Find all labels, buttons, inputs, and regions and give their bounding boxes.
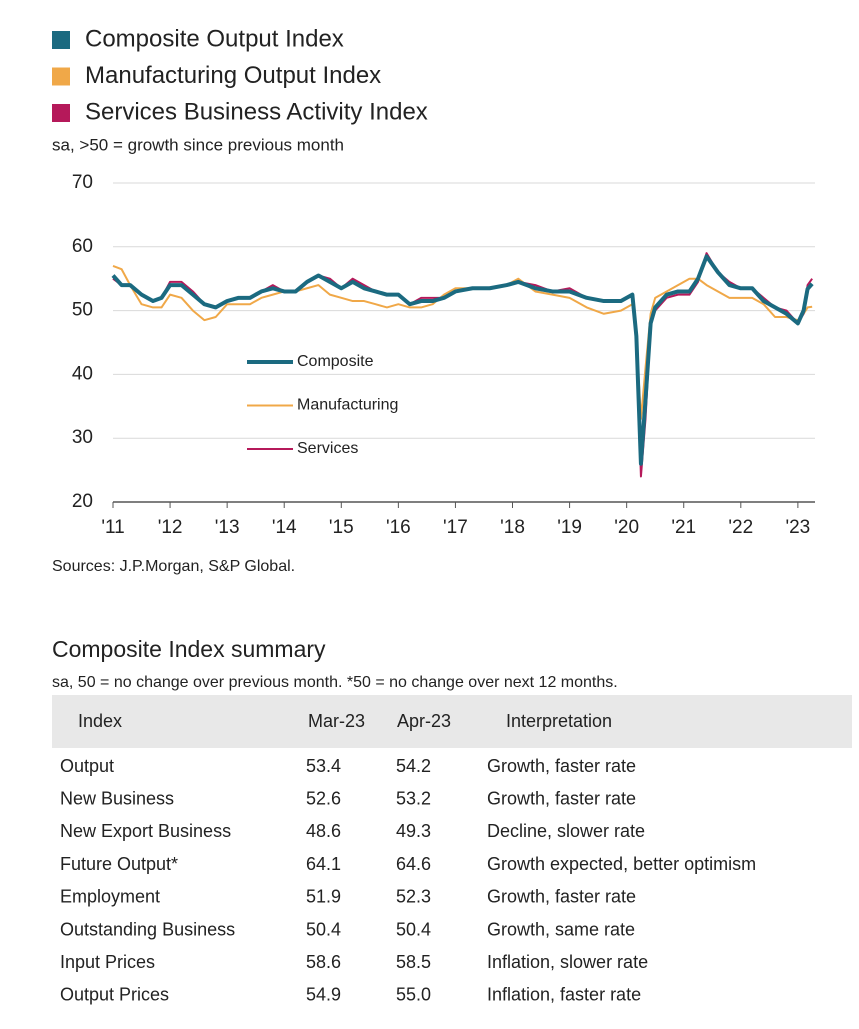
table-subtitle: sa, 50 = no change over previous month. … — [52, 674, 618, 691]
table-cell: 55.0 — [396, 985, 431, 1005]
y-tick-label: 50 — [72, 300, 93, 321]
x-tick-label: '23 — [785, 517, 810, 538]
table-cell: 50.4 — [396, 919, 431, 939]
legend-label: Services Business Activity Index — [85, 98, 428, 125]
table-cell: New Export Business — [60, 821, 231, 841]
legend-label: Manufacturing — [297, 397, 398, 414]
table-cell: Growth, faster rate — [487, 756, 636, 776]
x-tick-label: '22 — [728, 517, 753, 538]
table-cell: Growth, same rate — [487, 919, 635, 939]
series-line — [111, 254, 814, 466]
legend-swatch — [52, 104, 70, 122]
x-tick-label: '16 — [386, 517, 411, 538]
table-cell: 58.6 — [306, 952, 341, 972]
series-line — [112, 252, 813, 478]
table-cell: Inflation, faster rate — [487, 985, 641, 1005]
y-tick-label: 30 — [72, 427, 93, 448]
x-tick-label: '18 — [500, 517, 525, 538]
table-cell: Inflation, slower rate — [487, 952, 648, 972]
legend-label: Manufacturing Output Index — [85, 62, 381, 89]
x-tick-label: '20 — [614, 517, 639, 538]
table-header-band — [52, 695, 852, 748]
table-title: Composite Index summary — [52, 636, 326, 662]
table-cell: 50.4 — [306, 919, 341, 939]
legend-label: Services — [297, 440, 358, 457]
y-tick-label: 20 — [72, 491, 93, 512]
table-cell: 64.6 — [396, 854, 431, 874]
table-cell: Growth, faster rate — [487, 788, 636, 808]
table-cell: Decline, slower rate — [487, 821, 645, 841]
table-cell: 53.2 — [396, 788, 431, 808]
table-cell: 64.1 — [306, 854, 341, 874]
y-tick-label: 60 — [72, 236, 93, 257]
table-cell: 54.2 — [396, 756, 431, 776]
legend-swatch — [52, 31, 70, 49]
x-tick-label: '19 — [557, 517, 582, 538]
source: Sources: J.P.Morgan, S&P Global. — [52, 558, 295, 575]
y-tick-label: 40 — [72, 363, 93, 384]
x-tick-label: '15 — [329, 517, 354, 538]
x-tick-label: '17 — [443, 517, 468, 538]
y-tick-label: 70 — [72, 172, 93, 193]
x-tick-label: '21 — [671, 517, 696, 538]
table-cell: Growth expected, better optimism — [487, 854, 756, 874]
table-cell: Input Prices — [60, 952, 155, 972]
legend-label: Composite — [297, 353, 374, 370]
table-cell: 48.6 — [306, 821, 341, 841]
table-cell: 53.4 — [306, 756, 341, 776]
table-cell: New Business — [60, 788, 174, 808]
table-header: Index — [78, 711, 122, 731]
chart-subtitle: sa, >50 = growth since previous month — [52, 135, 344, 154]
table-cell: 52.3 — [396, 887, 431, 907]
table-cell: Employment — [60, 887, 160, 907]
table-cell: Future Output* — [60, 854, 178, 874]
table-cell: 51.9 — [306, 887, 341, 907]
table-cell: 52.6 — [306, 788, 341, 808]
table-header: Interpretation — [506, 711, 612, 731]
table-cell: 58.5 — [396, 952, 431, 972]
table-cell: 49.3 — [396, 821, 431, 841]
table-header: Apr-23 — [397, 711, 451, 731]
legend-label: Composite Output Index — [85, 25, 344, 52]
x-tick-label: '13 — [215, 517, 240, 538]
table-cell: Output Prices — [60, 985, 169, 1005]
table-cell: Outstanding Business — [60, 919, 235, 939]
x-tick-label: '14 — [272, 517, 297, 538]
table-cell: Growth, faster rate — [487, 887, 636, 907]
x-tick-label: '11 — [101, 517, 124, 538]
table-cell: Output — [60, 756, 114, 776]
table-cell: 54.9 — [306, 985, 341, 1005]
table-header: Mar-23 — [308, 711, 365, 731]
x-tick-label: '12 — [158, 517, 183, 538]
legend-swatch — [52, 67, 70, 86]
